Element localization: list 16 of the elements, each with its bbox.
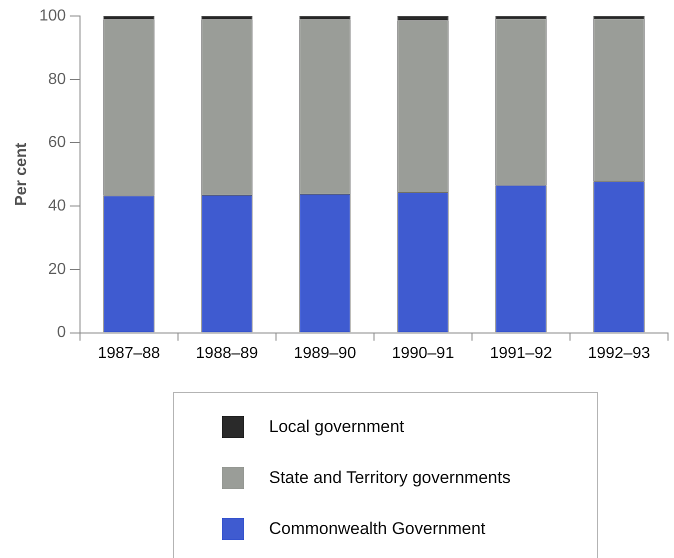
x-tick-label: 1991–92 bbox=[490, 344, 552, 362]
y-axis-title: Per cent bbox=[13, 142, 30, 206]
y-tick-label: 80 bbox=[48, 70, 66, 88]
y-tick-label: 40 bbox=[48, 197, 66, 214]
legend-label: Commonwealth Government bbox=[269, 518, 486, 538]
x-tick-label: 1989–90 bbox=[294, 344, 356, 362]
y-tick-label: 20 bbox=[48, 260, 66, 278]
x-tick-label: 1988–89 bbox=[196, 344, 258, 362]
legend-label: Local government bbox=[269, 416, 404, 436]
x-tick-label: 1987–88 bbox=[98, 344, 160, 362]
y-tick-label: 0 bbox=[56, 324, 66, 342]
x-tick-label: 1990–91 bbox=[392, 344, 454, 362]
legend-label: State and Territory governments bbox=[269, 468, 511, 488]
x-tick-label: 1992–93 bbox=[588, 344, 650, 362]
y-tick-label: 60 bbox=[48, 134, 66, 152]
y-tick-label: 100 bbox=[39, 7, 66, 24]
